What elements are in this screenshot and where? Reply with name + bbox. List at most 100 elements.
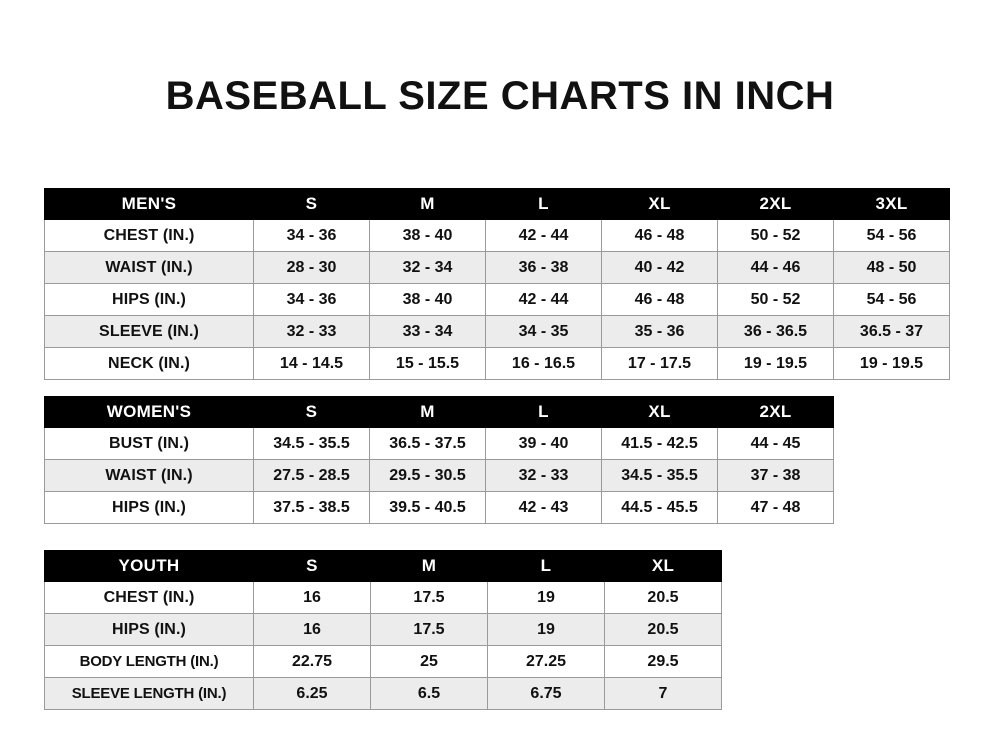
youth-header-size-m: M — [370, 550, 488, 582]
table-cell: 32 - 34 — [369, 251, 486, 284]
table-cell: 50 - 52 — [717, 219, 834, 252]
table-row: HIPS (IN.) 37.5 - 38.5 39.5 - 40.5 42 - … — [44, 491, 834, 524]
table-cell: 27.25 — [487, 645, 605, 678]
mens-header-size-l: L — [485, 188, 602, 220]
mens-header-size-3xl: 3XL — [833, 188, 950, 220]
row-label: CHEST (IN.) — [44, 581, 254, 614]
table-cell: 42 - 43 — [485, 491, 602, 524]
table-cell: 6.5 — [370, 677, 488, 710]
row-label: BUST (IN.) — [44, 427, 254, 460]
table-cell: 41.5 - 42.5 — [601, 427, 718, 460]
table-cell: 6.25 — [253, 677, 371, 710]
table-cell: 54 - 56 — [833, 283, 950, 316]
table-row: CHEST (IN.) 16 17.5 19 20.5 — [44, 581, 722, 614]
table-header-row: MEN'S S M L XL 2XL 3XL — [44, 188, 950, 220]
row-label: SLEEVE (IN.) — [44, 315, 254, 348]
table-row: HIPS (IN.) 16 17.5 19 20.5 — [44, 613, 722, 646]
table-cell: 44.5 - 45.5 — [601, 491, 718, 524]
table-cell: 20.5 — [604, 581, 722, 614]
mens-header-size-s: S — [253, 188, 370, 220]
table-cell: 19 - 19.5 — [717, 347, 834, 380]
table-cell: 16 — [253, 581, 371, 614]
table-cell: 44 - 45 — [717, 427, 834, 460]
table-cell: 27.5 - 28.5 — [253, 459, 370, 492]
row-label: WAIST (IN.) — [44, 459, 254, 492]
youth-header-size-s: S — [253, 550, 371, 582]
table-cell: 38 - 40 — [369, 219, 486, 252]
mens-header-label: MEN'S — [44, 188, 254, 220]
table-cell: 17 - 17.5 — [601, 347, 718, 380]
row-label: NECK (IN.) — [44, 347, 254, 380]
womens-header-size-l: L — [485, 396, 602, 428]
row-label: HIPS (IN.) — [44, 491, 254, 524]
table-cell: 48 - 50 — [833, 251, 950, 284]
table-cell: 46 - 48 — [601, 283, 718, 316]
table-cell: 16 - 16.5 — [485, 347, 602, 380]
table-cell: 54 - 56 — [833, 219, 950, 252]
womens-header-size-s: S — [253, 396, 370, 428]
table-cell: 17.5 — [370, 613, 488, 646]
youth-header-size-l: L — [487, 550, 605, 582]
row-label: BODY LENGTH (IN.) — [44, 645, 254, 678]
table-cell: 46 - 48 — [601, 219, 718, 252]
table-cell: 39 - 40 — [485, 427, 602, 460]
table-cell: 38 - 40 — [369, 283, 486, 316]
table-row: SLEEVE LENGTH (IN.) 6.25 6.5 6.75 7 — [44, 677, 722, 710]
table-row: WAIST (IN.) 28 - 30 32 - 34 36 - 38 40 -… — [44, 251, 950, 284]
table-cell: 25 — [370, 645, 488, 678]
page-title: BASEBALL SIZE CHARTS IN INCH — [165, 74, 835, 118]
table-cell: 6.75 — [487, 677, 605, 710]
table-cell: 42 - 44 — [485, 283, 602, 316]
table-cell: 34.5 - 35.5 — [253, 427, 370, 460]
table-cell: 22.75 — [253, 645, 371, 678]
table-row: WAIST (IN.) 27.5 - 28.5 29.5 - 30.5 32 -… — [44, 459, 834, 492]
row-label: HIPS (IN.) — [44, 613, 254, 646]
table-cell: 40 - 42 — [601, 251, 718, 284]
mens-header-size-2xl: 2XL — [717, 188, 834, 220]
table-cell: 19 — [487, 581, 605, 614]
row-label: CHEST (IN.) — [44, 219, 254, 252]
table-cell: 35 - 36 — [601, 315, 718, 348]
table-cell: 36.5 - 37.5 — [369, 427, 486, 460]
table-cell: 14 - 14.5 — [253, 347, 370, 380]
womens-header-size-xl: XL — [601, 396, 718, 428]
womens-table-body: BUST (IN.) 34.5 - 35.5 36.5 - 37.5 39 - … — [44, 427, 834, 524]
table-cell: 34 - 36 — [253, 219, 370, 252]
table-row: BODY LENGTH (IN.) 22.75 25 27.25 29.5 — [44, 645, 722, 678]
womens-header-size-2xl: 2XL — [717, 396, 834, 428]
youth-table-header: YOUTH S M L XL — [44, 550, 722, 582]
table-cell: 36 - 36.5 — [717, 315, 834, 348]
table-cell: 36 - 38 — [485, 251, 602, 284]
row-label: WAIST (IN.) — [44, 251, 254, 284]
table-cell: 37.5 - 38.5 — [253, 491, 370, 524]
youth-size-table: YOUTH S M L XL CHEST (IN.) 16 17.5 19 20… — [44, 550, 722, 710]
table-cell: 7 — [604, 677, 722, 710]
table-cell: 17.5 — [370, 581, 488, 614]
youth-table-body: CHEST (IN.) 16 17.5 19 20.5 HIPS (IN.) 1… — [44, 581, 722, 710]
womens-size-table: WOMEN'S S M L XL 2XL BUST (IN.) 34.5 - 3… — [44, 396, 834, 524]
table-row: CHEST (IN.) 34 - 36 38 - 40 42 - 44 46 -… — [44, 219, 950, 252]
table-row: HIPS (IN.) 34 - 36 38 - 40 42 - 44 46 - … — [44, 283, 950, 316]
table-cell: 47 - 48 — [717, 491, 834, 524]
table-header-row: YOUTH S M L XL — [44, 550, 722, 582]
table-row: BUST (IN.) 34.5 - 35.5 36.5 - 37.5 39 - … — [44, 427, 834, 460]
row-label: SLEEVE LENGTH (IN.) — [44, 677, 254, 710]
table-cell: 39.5 - 40.5 — [369, 491, 486, 524]
table-cell: 44 - 46 — [717, 251, 834, 284]
womens-table-header: WOMEN'S S M L XL 2XL — [44, 396, 834, 428]
table-cell: 19 — [487, 613, 605, 646]
table-cell: 20.5 — [604, 613, 722, 646]
mens-size-table: MEN'S S M L XL 2XL 3XL CHEST (IN.) 34 - … — [44, 188, 950, 380]
womens-header-size-m: M — [369, 396, 486, 428]
table-row: SLEEVE (IN.) 32 - 33 33 - 34 34 - 35 35 … — [44, 315, 950, 348]
row-label: HIPS (IN.) — [44, 283, 254, 316]
womens-header-label: WOMEN'S — [44, 396, 254, 428]
table-header-row: WOMEN'S S M L XL 2XL — [44, 396, 834, 428]
table-cell: 32 - 33 — [485, 459, 602, 492]
table-cell: 15 - 15.5 — [369, 347, 486, 380]
table-cell: 33 - 34 — [369, 315, 486, 348]
mens-header-size-xl: XL — [601, 188, 718, 220]
table-cell: 19 - 19.5 — [833, 347, 950, 380]
mens-table-header: MEN'S S M L XL 2XL 3XL — [44, 188, 950, 220]
